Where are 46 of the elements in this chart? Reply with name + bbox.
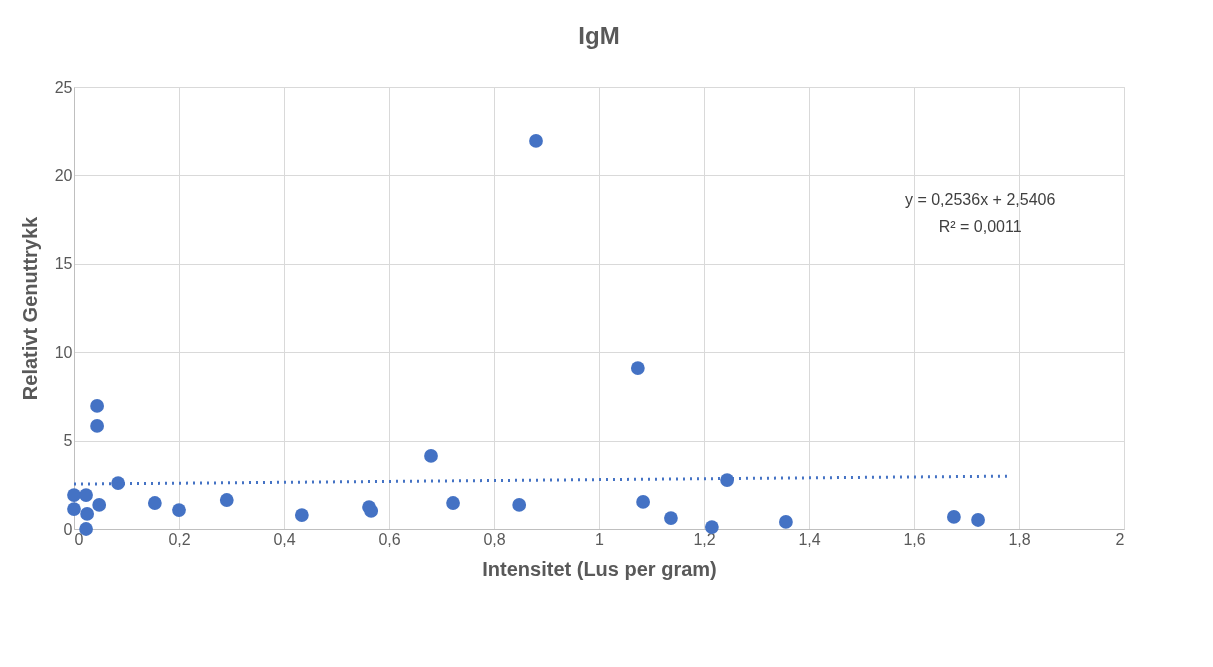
x-tick-label: 0,4 xyxy=(273,530,296,548)
y-tick-label: 10 xyxy=(54,343,73,361)
point xyxy=(90,419,104,433)
point xyxy=(111,476,125,490)
y-axis-title: Relativt Genuttrykk xyxy=(18,215,41,401)
point xyxy=(67,488,81,502)
point xyxy=(90,399,104,413)
annotation: R² = 0,0011 xyxy=(938,217,1022,235)
x-tick-label: 0,8 xyxy=(483,530,506,548)
annotation: y = 0,2536x + 2,5406 xyxy=(904,190,1056,208)
point xyxy=(446,496,460,510)
point xyxy=(512,498,527,512)
y-tick-label: 15 xyxy=(54,255,73,273)
point xyxy=(779,515,793,529)
point xyxy=(79,488,93,502)
point xyxy=(636,495,650,509)
point xyxy=(630,361,645,375)
x-tick-label: 0,2 xyxy=(168,530,191,548)
point xyxy=(704,520,719,534)
point xyxy=(664,511,678,525)
point xyxy=(364,504,379,518)
point xyxy=(219,493,234,507)
y-tick-label: 5 xyxy=(63,432,73,450)
point xyxy=(147,496,162,510)
x-tick-label: 2 xyxy=(1115,530,1125,548)
point xyxy=(172,503,186,517)
y-tick-label: 20 xyxy=(54,166,73,184)
point xyxy=(720,473,734,487)
x-tick-label: 1 xyxy=(595,530,605,548)
x-tick-label: 0 xyxy=(74,530,84,548)
x-tick-label: 1,2 xyxy=(693,530,716,548)
point xyxy=(947,510,961,524)
point xyxy=(424,449,438,463)
x-tick-label: 1,6 xyxy=(903,530,926,548)
point xyxy=(92,498,107,512)
x-axis-title: Intensitet (Lus per gram) xyxy=(482,557,717,580)
point xyxy=(529,134,543,148)
x-tick-label: 1,8 xyxy=(1008,530,1031,548)
x-tick-label: 0,6 xyxy=(378,530,401,548)
chart-title: IgM xyxy=(578,22,620,49)
point xyxy=(80,507,95,521)
y-tick-label: 25 xyxy=(54,78,73,96)
point xyxy=(971,513,985,527)
point xyxy=(294,508,309,522)
x-tick-label: 1,4 xyxy=(798,530,821,548)
point xyxy=(67,502,81,516)
